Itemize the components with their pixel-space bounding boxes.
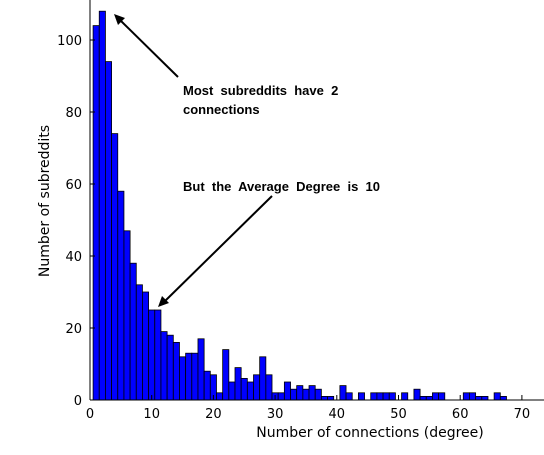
histogram-bar — [197, 338, 205, 401]
annotation-mode: Most subreddits have 2 connections — [114, 14, 338, 117]
histogram-bar — [376, 392, 384, 401]
histogram-bar — [185, 352, 193, 401]
histogram-bar — [314, 388, 322, 401]
histogram-bar — [154, 309, 162, 401]
annotation-mode-line2: connections — [183, 102, 260, 117]
histogram-bar — [234, 367, 242, 401]
histogram-bar — [438, 392, 446, 401]
histogram-bar — [191, 352, 199, 401]
histogram-bar — [240, 377, 248, 401]
histogram-bar — [117, 190, 125, 401]
histogram-bar — [475, 395, 483, 401]
histogram-bar — [357, 392, 365, 401]
histogram-bar — [370, 392, 378, 401]
axes-group — [89, 0, 544, 401]
annotation-average: But the Average Degree is 10 — [158, 179, 380, 307]
x-tick-label: 30 — [267, 407, 284, 422]
histogram-bar — [203, 370, 211, 401]
y-tick-label: 40 — [65, 250, 82, 265]
histogram-bar — [179, 356, 187, 401]
bars-group — [92, 10, 507, 401]
histogram-bar — [172, 341, 180, 401]
x-tick-label: 40 — [329, 407, 346, 422]
histogram-bar — [98, 10, 106, 401]
y-axis-label: Number of subreddits — [37, 125, 53, 277]
histogram-bar — [160, 331, 168, 401]
annotation-arrow-line — [163, 195, 273, 303]
x-axis-label: Number of connections (degree) — [256, 425, 484, 441]
y-tick-label: 0 — [74, 394, 82, 409]
y-tick-label: 80 — [65, 106, 82, 121]
histogram-bar — [142, 291, 150, 401]
x-tick-label: 20 — [205, 407, 222, 422]
ticks-group: 0 10 20 30 40 50 60 70 0 20 40 60 80 100 — [57, 34, 530, 422]
x-tick-label: 60 — [452, 407, 469, 422]
x-tick-label: 10 — [143, 407, 160, 422]
histogram-bar — [105, 61, 112, 401]
histogram-bar — [222, 349, 230, 401]
histogram-bar — [308, 385, 316, 401]
annotation-arrow-line — [119, 19, 179, 78]
histogram-bar — [388, 392, 396, 401]
histogram-bar — [123, 230, 131, 401]
histogram-bar — [259, 356, 267, 401]
histogram-bar — [92, 25, 100, 401]
x-tick-label: 50 — [390, 407, 407, 422]
y-tick-label: 100 — [57, 34, 82, 49]
histogram-bar — [481, 395, 489, 401]
histogram-bar — [277, 392, 285, 401]
histogram-bar — [290, 388, 298, 401]
histogram-bar — [148, 309, 156, 401]
histogram-bar — [283, 381, 291, 401]
histogram-bar — [339, 385, 347, 401]
histogram-bar — [253, 374, 261, 401]
histogram-bar — [129, 262, 137, 401]
x-tick-label: 0 — [86, 407, 94, 422]
histogram-bar — [166, 334, 174, 401]
histogram-bar — [432, 392, 440, 401]
histogram-bar — [382, 392, 390, 401]
histogram-bar — [302, 388, 310, 401]
histogram-bar — [469, 392, 477, 401]
histogram-bar — [413, 388, 421, 401]
histogram-bar — [296, 385, 304, 401]
histogram-bar — [493, 392, 501, 401]
histogram-bar — [425, 395, 433, 401]
histogram-bar — [499, 395, 507, 401]
y-tick-label: 60 — [65, 178, 82, 193]
histogram-bar — [265, 374, 273, 401]
histogram-bar — [320, 395, 328, 401]
x-tick-label: 70 — [514, 407, 531, 422]
histogram-bar — [419, 395, 427, 401]
annotation-average-line1: But the Average Degree is 10 — [183, 179, 380, 194]
histogram-bar — [327, 395, 335, 401]
histogram-bar — [216, 392, 224, 401]
histogram-bar — [401, 392, 409, 401]
histogram-bar — [246, 381, 254, 401]
annotation-arrow-head — [114, 14, 125, 25]
histogram-bar — [345, 392, 353, 401]
histogram-bar — [462, 392, 470, 401]
annotation-mode-line1: Most subreddits have 2 — [183, 83, 338, 98]
y-tick-label: 20 — [65, 322, 82, 337]
annotation-arrow-head — [158, 296, 169, 307]
histogram-bar — [111, 133, 119, 401]
histogram-bar — [135, 284, 143, 401]
histogram-bar — [228, 381, 236, 401]
